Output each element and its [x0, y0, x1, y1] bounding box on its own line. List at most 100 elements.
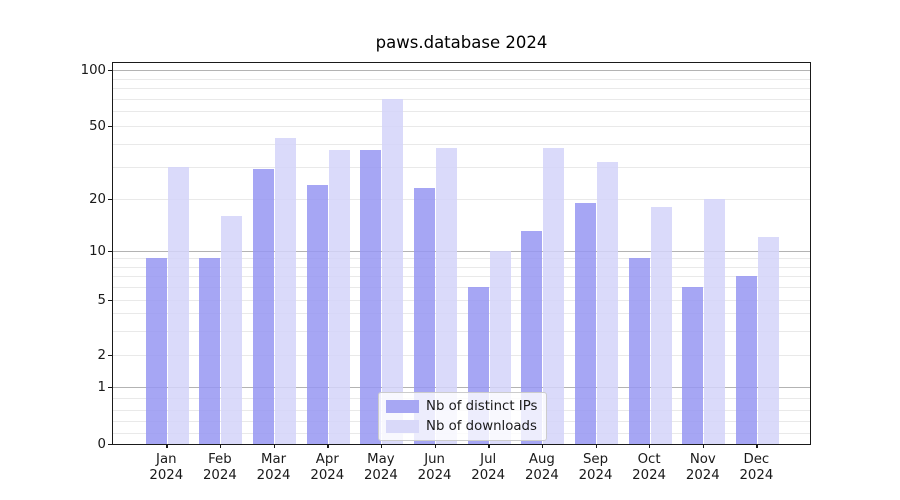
- gridline-major: [113, 387, 810, 388]
- x-tick-mark: [541, 444, 544, 448]
- x-tick-mark: [273, 444, 275, 448]
- y-tick-mark: [108, 126, 112, 128]
- x-tick-mark: [649, 444, 651, 448]
- bar-distinct-ips-feb: [199, 258, 221, 444]
- y-tick-label-50: 50: [89, 118, 106, 134]
- month-label: Oct: [637, 452, 661, 467]
- plot-area: Nb of distinct IPs Nb of downloads: [112, 62, 811, 445]
- year-label: 2024: [471, 467, 506, 483]
- y-tick-label-100: 100: [80, 62, 106, 78]
- x-tick-mark: [166, 444, 168, 448]
- month-label: Jul: [480, 452, 497, 467]
- bar-distinct-ips-apr: [306, 184, 328, 444]
- x-tick-label-apr: Apr 2024: [310, 452, 344, 483]
- y-tick-mark: [108, 70, 112, 72]
- bar-downloads-aug: [543, 147, 565, 444]
- month-label: Jun: [424, 452, 445, 467]
- x-tick-label-feb: Feb 2024: [203, 452, 237, 483]
- year-label: 2024: [256, 467, 291, 483]
- bar-downloads-dec: [757, 237, 779, 444]
- year-label: 2024: [578, 467, 613, 483]
- y-tick-mark: [108, 199, 112, 201]
- chart-title: paws.database 2024: [375, 33, 548, 52]
- legend-swatch-distinct-ips: [386, 400, 419, 413]
- x-tick-mark: [595, 444, 597, 448]
- x-tick-label-dec: Dec 2024: [739, 452, 773, 483]
- gridline-minor: [113, 300, 810, 301]
- year-label: 2024: [524, 467, 559, 483]
- gridline-minor: [113, 88, 810, 89]
- month-label: Mar: [261, 452, 287, 467]
- x-tick-label-mar: Mar 2024: [257, 452, 291, 483]
- gridline-minor: [113, 98, 810, 100]
- year-label: 2024: [685, 467, 720, 483]
- gridline-minor: [113, 287, 810, 289]
- bar-distinct-ips-jun: [414, 187, 436, 444]
- y-tick-mark: [108, 444, 112, 446]
- bar-downloads-mar: [275, 138, 297, 444]
- bar-distinct-ips-jan: [145, 258, 167, 444]
- month-label: Aug: [528, 452, 555, 467]
- month-label: Apr: [315, 452, 339, 467]
- bar-downloads-nov: [704, 199, 726, 444]
- bar-distinct-ips-dec: [735, 276, 757, 444]
- x-tick-mark: [327, 444, 329, 448]
- gridline-minor: [113, 313, 810, 315]
- legend-label: Nb of distinct IPs: [426, 399, 538, 414]
- gridline-major: [113, 70, 810, 71]
- y-tick-mark: [108, 387, 112, 389]
- bar-distinct-ips-may: [360, 150, 382, 444]
- y-tick-label-2: 2: [97, 347, 106, 363]
- bar-distinct-ips-mar: [253, 169, 275, 444]
- bar-distinct-ips-aug: [521, 231, 543, 444]
- x-tick-mark: [380, 444, 383, 448]
- bar-downloads-jun: [436, 147, 458, 444]
- bar-distinct-ips-sep: [575, 202, 596, 444]
- gridline-minor: [113, 330, 810, 332]
- year-label: 2024: [149, 467, 184, 483]
- x-tick-label-jan: Jan 2024: [149, 452, 183, 483]
- legend-label: Nb of downloads: [426, 419, 537, 434]
- bar-downloads-jan: [167, 166, 189, 444]
- x-tick-label-sep: Sep 2024: [579, 452, 613, 483]
- year-label: 2024: [739, 467, 774, 483]
- year-label: 2024: [363, 467, 398, 483]
- gridline-minor: [113, 258, 810, 260]
- x-tick-mark: [434, 444, 436, 448]
- x-tick-label-may: May 2024: [364, 452, 398, 483]
- y-tick-label-0: 0: [97, 436, 106, 452]
- month-label: Jan: [156, 452, 177, 467]
- legend-item-downloads: Nb of downloads: [386, 419, 537, 434]
- y-tick-mark: [108, 300, 112, 302]
- x-tick-mark: [219, 444, 222, 448]
- gridline-minor: [113, 266, 810, 268]
- legend-swatch-downloads: [386, 420, 419, 433]
- y-tick-label-5: 5: [97, 292, 106, 308]
- gridline-minor: [113, 166, 810, 168]
- year-label: 2024: [310, 467, 345, 483]
- month-label: Dec: [743, 452, 770, 467]
- x-tick-mark: [756, 444, 758, 448]
- y-tick-label-20: 20: [89, 191, 106, 207]
- gridline-minor: [113, 199, 810, 200]
- bar-downloads-feb: [221, 215, 243, 444]
- y-tick-mark: [108, 251, 112, 253]
- gridline-minor: [113, 78, 810, 80]
- bar-distinct-ips-oct: [628, 258, 650, 444]
- x-tick-label-nov: Nov 2024: [686, 452, 720, 483]
- gridline-minor: [113, 126, 810, 127]
- legend-item-distinct-ips: Nb of distinct IPs: [386, 399, 537, 414]
- bar-downloads-sep: [597, 161, 618, 444]
- gridline-minor: [113, 355, 810, 356]
- month-label: May: [367, 452, 395, 467]
- x-tick-label-jun: Jun 2024: [418, 452, 452, 483]
- y-tick-label-10: 10: [89, 243, 106, 259]
- bar-downloads-may: [382, 98, 404, 444]
- x-tick-mark: [702, 444, 705, 448]
- y-tick-mark: [108, 355, 112, 357]
- legend: Nb of distinct IPs Nb of downloads: [378, 392, 548, 441]
- bar-downloads-apr: [328, 150, 350, 444]
- x-tick-mark: [488, 444, 490, 448]
- x-tick-label-jul: Jul 2024: [471, 452, 505, 483]
- month-label: Nov: [689, 452, 716, 467]
